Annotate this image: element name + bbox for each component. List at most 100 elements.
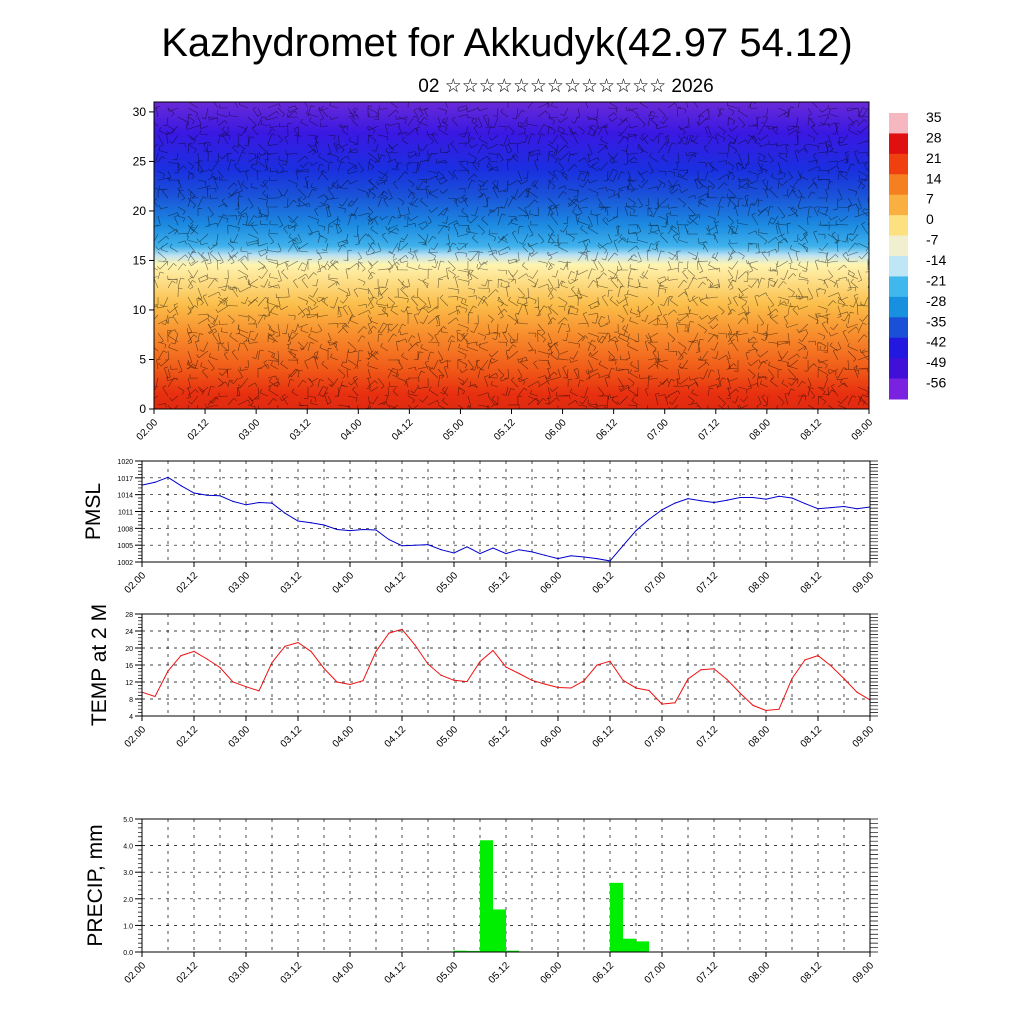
- cs-x-tick-label: 04.00: [339, 417, 365, 443]
- p3-x-tick-label: 06.12: [591, 960, 617, 986]
- p2-data-point: [219, 666, 221, 669]
- p2-data-point: [245, 686, 247, 688]
- p2-data-point: [180, 655, 182, 657]
- p1-x-tick-label: 02.00: [123, 570, 149, 596]
- p2-data-point: [765, 709, 767, 712]
- p2-data-point: [648, 689, 650, 692]
- p1-data-point: [804, 503, 806, 505]
- p1-y-tick-label: 1014: [117, 493, 133, 500]
- cs-y-tick-label: 30: [133, 105, 147, 119]
- p3-y-axis-label: PRECIP, mm: [84, 824, 107, 946]
- p1-data-point: [297, 520, 299, 522]
- p1-data-point: [284, 512, 286, 514]
- colorbar-swatch: [889, 113, 908, 134]
- colorbar-swatch: [889, 194, 908, 216]
- precip-bar: [506, 950, 519, 952]
- colorbar-swatch: [889, 296, 908, 318]
- precip-bar: [493, 909, 506, 952]
- p2-data-point: [557, 686, 559, 689]
- p3-x-tick-label: 07.00: [643, 960, 669, 986]
- p1-x-tick-label: 07.00: [643, 570, 669, 596]
- colorbar-label: -14: [926, 252, 946, 268]
- p2-data-point: [752, 704, 754, 706]
- colorbar-swatch: [889, 358, 908, 380]
- cs-y-tick-label: 10: [133, 303, 147, 317]
- cs-x-tick-label: 02.00: [135, 417, 161, 443]
- p2-data-point: [258, 690, 260, 692]
- p1-data-point: [492, 547, 494, 549]
- pmsl-panel: 1002 1005 1008 1011 1014 1017 1020 PMSL 02.00 02.…: [82, 459, 878, 596]
- cs-x-tick-label: 06.00: [543, 417, 569, 443]
- p1-data-point: [648, 518, 650, 520]
- p3-y-tick-label: 4.0: [123, 844, 133, 851]
- p2-data-point: [778, 708, 780, 710]
- p2-data-point: [830, 665, 832, 667]
- colorbar-label: 7: [926, 191, 934, 207]
- p1-y-tick-label: 1005: [117, 543, 133, 550]
- cs-x-tick-label: 08.00: [748, 417, 774, 443]
- p2-y-tick-label: 4: [129, 714, 133, 721]
- p2-data-point: [570, 687, 572, 689]
- p2-data-point: [206, 658, 208, 660]
- p1-x-tick-label: 06.12: [591, 570, 617, 596]
- precip-bar: [623, 938, 636, 952]
- p1-data-point: [674, 502, 676, 504]
- colorbar-label: -21: [926, 272, 946, 288]
- p2-x-tick-label: 08.00: [747, 724, 773, 750]
- cs-x-tick-label: 05.12: [492, 417, 518, 443]
- colorbar-swatch: [889, 133, 908, 155]
- cs-x-tick-label: 05.00: [441, 417, 467, 443]
- p1-y-tick-label: 1017: [117, 476, 133, 483]
- cs-y-tick-label: 5: [139, 352, 146, 366]
- p3-minor-ticks: [138, 818, 878, 953]
- cs-x-tick-label: 03.00: [237, 417, 263, 443]
- colorbar-label: 0: [926, 211, 934, 227]
- p2-y-tick-label: 12: [125, 680, 133, 687]
- p1-data-point: [336, 528, 338, 531]
- p2-x-tick-label: 05.12: [487, 724, 513, 750]
- p2-data-point: [427, 663, 429, 665]
- p2-x-tick-label: 07.00: [643, 724, 669, 750]
- p3-x-tick-label: 03.00: [227, 960, 253, 986]
- colorbar-label: -7: [926, 232, 939, 248]
- p1-data-point: [310, 522, 312, 524]
- colorbar-label: -56: [926, 375, 946, 391]
- p2-data-point: [791, 678, 793, 680]
- p2-x-tick-label: 04.12: [383, 724, 409, 750]
- p2-data-point: [362, 680, 364, 682]
- colorbar-swatch: [889, 378, 908, 400]
- p3-y-tick-label: 5.0: [123, 817, 133, 824]
- p2-data-point: [843, 678, 845, 680]
- p1-data-point: [635, 529, 637, 532]
- p2-data-point: [232, 681, 234, 683]
- p2-x-tick-label: 06.12: [591, 724, 617, 750]
- p2-x-tick-label: 05.00: [435, 724, 461, 750]
- p1-data-point: [232, 500, 234, 502]
- p1-data-point: [375, 529, 377, 531]
- p1-data-point: [453, 552, 455, 554]
- precip-bar: [480, 840, 493, 952]
- colorbar-label: -35: [926, 313, 946, 329]
- cs-x-tick-label: 09.00: [850, 417, 876, 443]
- p2-data-point: [583, 680, 585, 682]
- p2-y-axis-label: TEMP at 2 M: [88, 604, 111, 726]
- p2-y-tick-label: 16: [125, 663, 133, 670]
- p3-x-tick-label: 08.12: [799, 960, 825, 986]
- cs-x-tick-label: 04.12: [390, 417, 416, 443]
- colorbar-swatch: [889, 174, 908, 196]
- p3-y-tick-label: 3.0: [123, 870, 133, 877]
- colorbar-label: 21: [926, 150, 942, 166]
- colorbar-swatch: [889, 235, 908, 257]
- p2-data-point: [505, 666, 507, 668]
- p1-grid: [141, 460, 871, 563]
- p3-y-tick-label: 1.0: [123, 923, 133, 930]
- p2-x-tick-label: 02.00: [123, 724, 149, 750]
- p2-data-point: [622, 679, 624, 681]
- p1-x-tick-label: 07.12: [695, 570, 721, 596]
- cs-x-tick-label: 03.12: [288, 417, 314, 443]
- p1-data-point: [583, 556, 585, 558]
- cs-x-tick-label: 08.12: [799, 417, 825, 443]
- p2-data-point: [661, 703, 663, 705]
- p3-x-tick-label: 08.00: [747, 960, 773, 986]
